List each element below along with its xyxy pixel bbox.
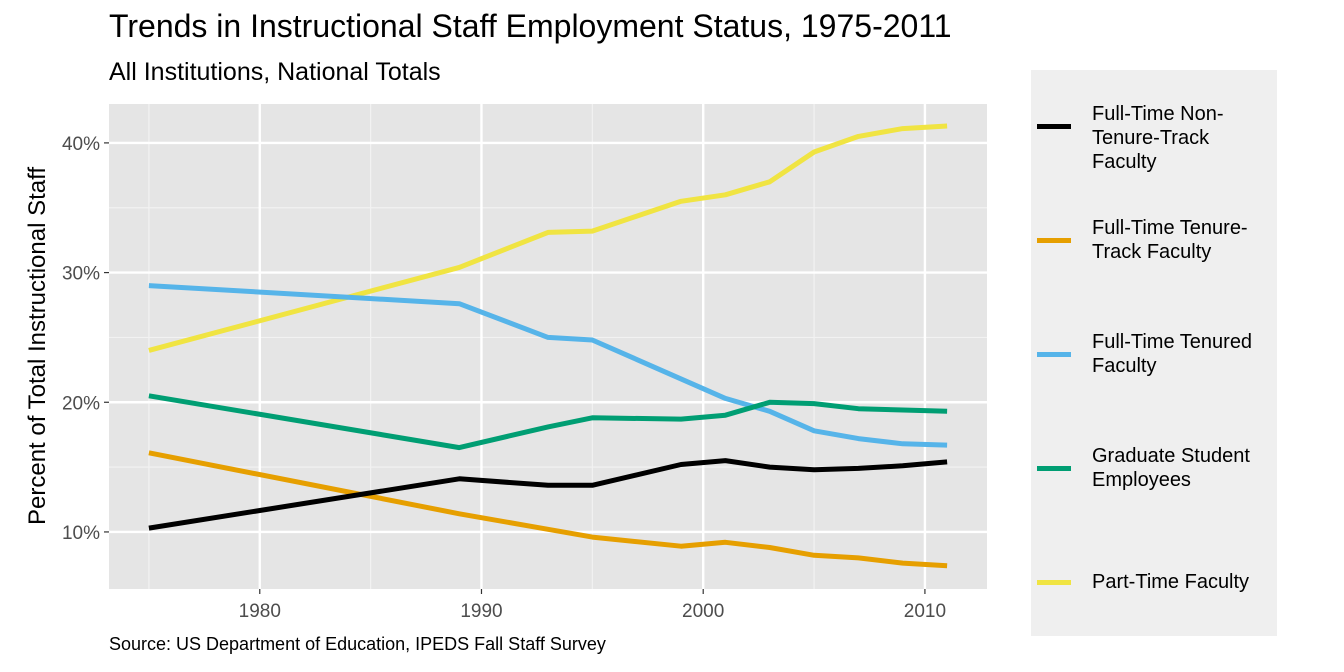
legend-item-full-time-tenure-track-faculty: Full-Time Tenure- Track Faculty: [1031, 210, 1277, 270]
series-layer: [148, 123, 948, 569]
y-tick-label: 10%: [62, 523, 100, 544]
legend-key: [1037, 124, 1071, 129]
y-tick-label: 40%: [62, 134, 100, 155]
legend-label: Full-Time Tenured Faculty: [1092, 331, 1253, 377]
series-line-full-time-tenured-faculty: [148, 283, 948, 448]
chart-title: Trends in Instructional Staff Employment…: [109, 8, 952, 44]
y-tick-label: 20%: [62, 393, 100, 414]
series-line-part-time-faculty: [148, 123, 948, 353]
chart-subtitle: All Institutions, National Totals: [109, 58, 441, 86]
plot-panel: [109, 104, 987, 589]
legend: Full-Time Non- Tenure-Track Faculty Full-…: [1031, 70, 1277, 636]
legend-label: Graduate Student Employees: [1092, 445, 1250, 491]
legend-item-full-time-non-tenure-track-faculty: Full-Time Non- Tenure-Track Faculty: [1031, 96, 1277, 173]
x-tick-label: 1980: [239, 601, 281, 622]
legend-key: [1037, 238, 1071, 243]
y-axis-title: Percent of Total Instructional Staff: [24, 167, 51, 525]
legend-item-graduate-student-employees: Graduate Student Employees: [1031, 438, 1277, 498]
x-axis: 1980 1990 2000 2010: [239, 589, 946, 622]
chart-caption: Source: US Department of Education, IPED…: [109, 634, 606, 654]
x-tick-label: 2000: [682, 601, 724, 622]
series-line-graduate-student-employees: [148, 393, 948, 451]
legend-key: [1037, 466, 1071, 471]
x-tick-label: 2010: [904, 601, 946, 622]
y-tick-label: 30%: [62, 264, 100, 285]
grid-major: [109, 104, 987, 589]
line-chart: 10% 20% 30% 40% 1980 1990 2000 2010 Percent of…: [24, 104, 987, 622]
legend-label: Full-Time Tenure- Track Faculty: [1092, 217, 1248, 263]
legend-label: Full-Time Non- Tenure-Track Faculty: [1092, 103, 1224, 173]
legend-label: Part-Time Faculty: [1092, 571, 1250, 593]
y-axis: 10% 20% 30% 40%: [62, 134, 109, 544]
series-line-full-time-non-tenure-track-faculty: [148, 458, 948, 531]
legend-key: [1037, 580, 1071, 585]
grid-minor: [109, 104, 987, 589]
legend-item-full-time-tenured-faculty: Full-Time Tenured Faculty: [1031, 324, 1277, 384]
x-tick-label: 1990: [460, 601, 502, 622]
legend-item-part-time-faculty: Part-Time Faculty: [1031, 552, 1277, 612]
series-line-full-time-tenure-track-faculty: [148, 450, 948, 569]
legend-key: [1037, 352, 1071, 357]
